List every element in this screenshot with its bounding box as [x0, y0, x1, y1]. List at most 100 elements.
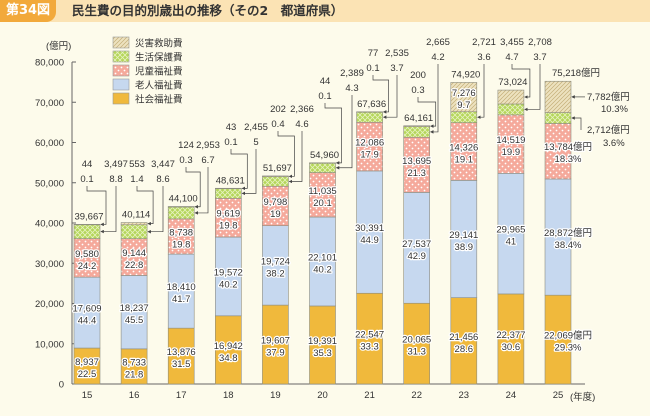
value-label: 8,738 [169, 227, 193, 238]
percent-label: 35.3 [313, 348, 332, 359]
bar-segment-1 [73, 276, 101, 349]
leader-line [86, 186, 107, 227]
percent-label: 38.4% [555, 240, 582, 251]
bar-segment-0 [356, 292, 383, 385]
bar-segment-4 [403, 125, 431, 127]
percent-label: 19.1 [455, 155, 474, 166]
x-tick-label: 19 [270, 390, 281, 401]
value-label: 2,389 [340, 68, 364, 79]
percent-label: 4.3 [345, 83, 358, 94]
percent-label: 31.5 [172, 359, 191, 370]
bar-segment-0 [450, 297, 478, 385]
value-label: 200 [410, 70, 426, 81]
value-label: 3,497 [104, 159, 128, 170]
bar-segment-2 [450, 122, 478, 181]
value-label: 2,708 [528, 37, 552, 48]
legend-swatch [112, 64, 130, 77]
percent-label: 22.5 [78, 369, 97, 380]
value-label: 2,712億円 [587, 124, 630, 136]
leader-line [477, 64, 485, 119]
bar-segment-2 [262, 185, 289, 226]
total-label: 40,114 [122, 210, 150, 221]
leader-line [511, 64, 531, 99]
bar-segment-4 [167, 206, 195, 208]
value-label: 2,665 [426, 37, 450, 48]
value-label: 21,456 [449, 332, 478, 343]
percent-label: 3.6% [603, 138, 625, 149]
legend-swatch [112, 78, 130, 91]
value-label: 9,580 [75, 249, 99, 260]
y-tick-label: 30,000 [35, 259, 64, 270]
y-tick-label: 20,000 [35, 299, 64, 310]
figure-tag: 第34図 [0, 0, 56, 22]
value-label: 29,141 [449, 230, 478, 241]
percent-label: 30.6 [502, 342, 521, 353]
percent-label: 41.7 [172, 294, 191, 305]
bar-segment-3 [120, 224, 148, 239]
total-label: 75,218億円 [552, 67, 600, 79]
bar-segment-3 [262, 176, 289, 187]
value-label: 2,953 [196, 140, 220, 151]
bar-segment-0 [167, 327, 195, 385]
percent-label: 44.9 [360, 235, 379, 246]
percent-label: 0.1 [366, 63, 379, 74]
legend-label: 児童福祉費 [135, 66, 183, 78]
legend-swatch [112, 92, 130, 105]
percent-label: 5 [253, 137, 258, 148]
bar-segment-4 [544, 80, 572, 113]
percent-label: 18.3% [555, 154, 582, 165]
x-tick-label: 20 [317, 390, 328, 401]
x-tick-label: 18 [223, 390, 234, 401]
y-tick-label: 60,000 [35, 138, 64, 149]
leader-line [194, 167, 209, 215]
bar-segment-4 [73, 224, 101, 226]
leader-line [185, 167, 201, 209]
percent-label: 19 [270, 209, 281, 220]
value-label: 18,237 [120, 303, 149, 314]
value-label: 27,537 [402, 239, 431, 250]
percent-label: 19.9 [502, 147, 521, 158]
percent-label: 4.7 [505, 52, 518, 63]
bar-segment-2 [356, 121, 383, 172]
bar-segment-2 [120, 238, 148, 276]
percent-label: 0.3 [411, 85, 424, 96]
value-label: 553 [129, 159, 145, 170]
value-label: 13,876 [167, 347, 196, 358]
bar-segment-1 [309, 216, 336, 307]
y-tick-label: 40,000 [35, 219, 64, 230]
bar-segment-0 [403, 302, 431, 385]
x-axis-label: (年度) [570, 391, 595, 403]
percent-label: 38.9 [455, 242, 474, 253]
bar-segment-3 [403, 126, 431, 138]
legend-swatch [112, 50, 130, 63]
legend-label: 老人福祉費 [135, 80, 183, 92]
percent-label: 38.2 [266, 268, 285, 279]
bar-segment-3 [309, 162, 336, 173]
value-label: 2,366 [290, 104, 314, 115]
percent-label: 0.3 [179, 155, 192, 166]
value-label: 19,607 [261, 336, 290, 347]
percent-label: 21.3 [407, 168, 426, 179]
value-label: 16,942 [214, 341, 243, 352]
value-label: 202 [270, 104, 286, 115]
value-label: 3,455 [500, 37, 524, 48]
percent-label: 6.7 [201, 155, 214, 166]
leader-line [277, 131, 295, 179]
percent-label: 40.2 [219, 279, 238, 290]
percent-label: 20.1 [313, 198, 332, 209]
value-label: 44 [82, 159, 93, 170]
leader-line [372, 75, 389, 114]
leader-line [571, 116, 582, 131]
percent-label: 10.3% [601, 104, 628, 115]
percent-label: 0.1 [318, 91, 331, 102]
legend-label: 生活保護費 [135, 52, 183, 64]
total-label: 54,960 [310, 150, 339, 161]
leader-line [417, 97, 437, 128]
percent-label: 3.7 [533, 52, 546, 63]
percent-label: 3.6 [477, 52, 490, 63]
bar-segment-4 [309, 162, 336, 164]
bar-segment-4 [497, 89, 525, 105]
y-axis-label: (億円) [46, 40, 71, 52]
percent-label: 21.8 [125, 369, 144, 380]
